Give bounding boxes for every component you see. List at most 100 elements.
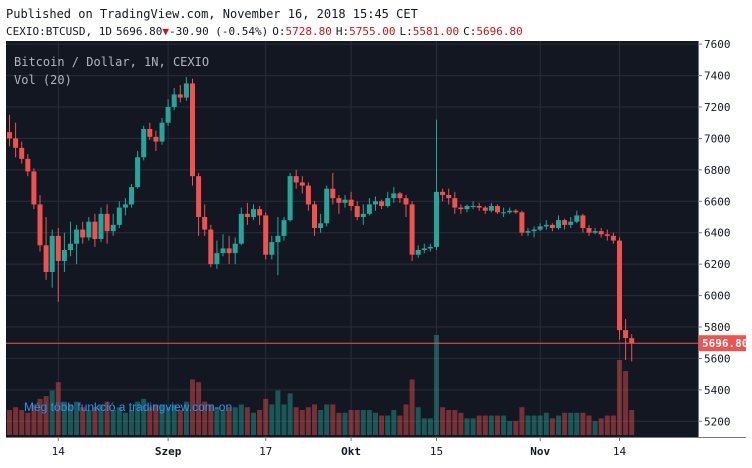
volume-bar xyxy=(379,415,385,435)
candle-body xyxy=(116,207,122,225)
candle-body xyxy=(129,187,134,205)
candle-body xyxy=(495,206,500,213)
volume-bar xyxy=(86,410,92,435)
volume-bar xyxy=(25,412,31,435)
volume-bar xyxy=(403,404,409,435)
price-axis[interactable] xyxy=(698,41,746,437)
volume-bar xyxy=(366,410,372,435)
candle-body xyxy=(434,191,439,247)
volume-bar xyxy=(354,410,360,435)
volume-bar xyxy=(135,401,141,435)
candle-body xyxy=(202,217,208,230)
candle-body xyxy=(562,220,568,225)
candle-body xyxy=(610,235,616,241)
volume-bar xyxy=(244,407,250,435)
candle-body xyxy=(366,204,372,214)
candle-body xyxy=(574,215,580,222)
volume-bar xyxy=(293,407,299,435)
volume-bar xyxy=(190,379,195,435)
volume-bar xyxy=(556,415,561,435)
candle-body xyxy=(409,204,415,255)
ohlc-line: CEXIO:BTCUSD, 1D 5696.80▼-30.90 (-0.54%) O… xyxy=(6,25,523,38)
candle-body xyxy=(19,147,25,159)
candle-body xyxy=(354,206,360,217)
symbol-label: CEXIO:BTCUSD, 1D xyxy=(6,25,112,38)
volume-bar xyxy=(586,415,592,435)
candle-body xyxy=(427,246,433,249)
time-axis[interactable] xyxy=(6,437,698,462)
volume-bar xyxy=(214,407,220,435)
volume-bar xyxy=(98,404,104,435)
volume-bar xyxy=(452,410,458,435)
candle-body xyxy=(135,157,141,188)
volume-bar xyxy=(208,404,214,435)
price-tick-label: 5200 xyxy=(704,415,731,428)
volume-bar xyxy=(336,412,342,435)
candle-body xyxy=(147,129,153,137)
close-label: C: xyxy=(463,25,477,38)
volume-bar xyxy=(7,410,12,435)
price-tick-label: 6000 xyxy=(704,290,731,303)
candle-body xyxy=(232,243,238,254)
candle-body xyxy=(305,185,311,205)
candle-body xyxy=(324,188,330,224)
candle-body xyxy=(98,213,104,239)
high-label: H: xyxy=(335,25,350,38)
candle-body xyxy=(220,248,226,254)
price-tick-label: 6800 xyxy=(704,164,731,177)
candle-body xyxy=(196,176,202,217)
candle-body xyxy=(464,206,470,210)
volume-bar xyxy=(92,407,98,435)
candle-body xyxy=(543,224,549,227)
watermark-link[interactable]: Még több funkció a tradingview.com-on xyxy=(24,400,232,414)
volume-bar xyxy=(177,410,183,435)
candle-body xyxy=(568,221,574,225)
candle-body xyxy=(525,231,531,233)
volume-bar xyxy=(74,401,80,435)
volume-bar xyxy=(238,404,244,435)
candle-body xyxy=(623,330,629,338)
price-tick-label: 5600 xyxy=(704,352,731,365)
volume-bar xyxy=(147,407,153,435)
volume-bar xyxy=(110,410,116,435)
candle-body xyxy=(629,338,635,344)
candle-body xyxy=(379,201,385,206)
volume-bar xyxy=(440,407,446,435)
candle-body xyxy=(360,213,366,217)
candle-body xyxy=(537,226,543,230)
symbol-title: Bitcoin / Dollar, 1N, CEXIO xyxy=(14,55,209,69)
volume-bar xyxy=(263,398,269,435)
volume-bar xyxy=(562,412,568,435)
volume-bar xyxy=(421,418,427,435)
time-tick-label: 14 xyxy=(52,445,66,458)
volume-bar xyxy=(464,418,470,435)
volume-bar xyxy=(373,412,378,435)
candle-body xyxy=(214,253,220,265)
volume-bar xyxy=(281,404,287,435)
candle-body xyxy=(476,206,482,208)
candle-body xyxy=(104,213,110,232)
volume-bar xyxy=(598,418,604,435)
volume-bar xyxy=(415,407,421,435)
candle-body xyxy=(318,223,324,228)
volume-bar xyxy=(574,412,580,435)
time-tick-label: Szep xyxy=(155,445,182,458)
candle-body xyxy=(86,221,92,238)
candle-body xyxy=(348,199,354,206)
volume-bar xyxy=(610,415,616,435)
volume-bars xyxy=(7,335,635,435)
volume-bar xyxy=(299,410,305,435)
price-tick-label: 7000 xyxy=(704,132,731,145)
candle-body xyxy=(208,229,214,265)
candle-body xyxy=(391,193,397,199)
candle-body xyxy=(244,213,250,217)
volume-bar xyxy=(269,404,275,435)
plot-area[interactable] xyxy=(6,41,698,437)
candle-body xyxy=(269,242,275,255)
candle-body xyxy=(92,221,98,239)
volume-bar xyxy=(604,415,610,435)
candle-body xyxy=(336,198,342,203)
volume-bar xyxy=(568,412,574,435)
